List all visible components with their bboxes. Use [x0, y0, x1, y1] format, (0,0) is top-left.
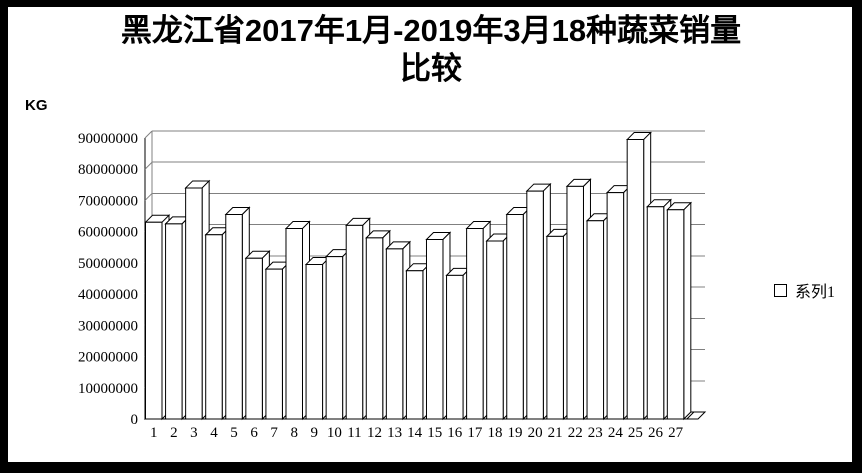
- bar-front-face: [626, 139, 645, 420]
- x-category-label: 1: [150, 425, 158, 441]
- y-tick-label: 20000000: [78, 350, 138, 366]
- y-tick-label: 90000000: [78, 131, 138, 147]
- y-tick-connector: [144, 161, 153, 170]
- x-category-label: 25: [628, 425, 643, 441]
- bar-front-face: [486, 240, 504, 420]
- bar-front-face: [185, 187, 203, 420]
- y-tick-label: 80000000: [78, 162, 138, 178]
- bar-front-face: [506, 213, 524, 420]
- x-category-label: 17: [467, 425, 483, 441]
- bar-front-face: [446, 274, 464, 420]
- x-category-label: 27: [668, 425, 684, 441]
- y-tick-connector: [144, 130, 153, 139]
- x-category-label: 15: [427, 425, 442, 441]
- x-category-label: 23: [588, 425, 603, 441]
- x-category-label: 5: [230, 425, 238, 441]
- y-tick-label: 30000000: [78, 318, 138, 334]
- y-tick-label: 50000000: [78, 256, 138, 272]
- bar-front-face: [546, 235, 564, 420]
- bar-front-face: [385, 248, 404, 420]
- x-category-label: 10: [327, 425, 342, 441]
- bar-front-face: [646, 206, 665, 420]
- x-category-label: 12: [367, 425, 382, 441]
- bar-front-face: [526, 190, 544, 420]
- x-category-label: 7: [270, 425, 278, 441]
- bar-front-face: [586, 220, 605, 420]
- y-tick-label: 10000000: [78, 381, 138, 397]
- x-category-label: 3: [190, 425, 198, 441]
- category-separator: [686, 411, 695, 420]
- x-category-label: 13: [387, 425, 402, 441]
- bar-front-face: [405, 270, 424, 420]
- x-category-label: 11: [347, 425, 361, 441]
- bar-front-face: [225, 213, 243, 420]
- x-category-label: 22: [568, 425, 583, 441]
- x-category-label: 24: [608, 425, 624, 441]
- x-category-label: 8: [290, 425, 298, 441]
- legend-series-label: 系列1: [795, 284, 836, 301]
- bar-front-face: [245, 257, 263, 420]
- x-category-label: 21: [548, 425, 563, 441]
- bar-front-face: [365, 237, 384, 420]
- x-category-label: 20: [528, 425, 543, 441]
- y-tick-label: 0: [131, 412, 139, 428]
- y-axis-unit-label: KG: [25, 97, 48, 114]
- x-category-label: 9: [311, 425, 319, 441]
- x-category-label: 18: [487, 425, 502, 441]
- x-category-label: 26: [648, 425, 664, 441]
- bar-front-face: [145, 221, 163, 420]
- bar-front-face: [425, 238, 444, 420]
- bar-front-face: [285, 228, 303, 420]
- bar-front-face: [325, 256, 344, 420]
- legend-marker-square-icon: [774, 283, 787, 297]
- y-tick-label: 40000000: [78, 287, 138, 303]
- bar-front-face: [265, 268, 283, 420]
- x-category-label: 6: [250, 425, 258, 441]
- bar-front-face: [165, 223, 183, 420]
- chart-title-line2: 比较: [400, 51, 462, 86]
- bar-side-face: [683, 201, 692, 421]
- bar-front-face: [566, 185, 584, 420]
- y-tick-connector: [144, 193, 153, 201]
- y-tick-label: 60000000: [78, 225, 138, 241]
- x-category-label: 4: [210, 425, 218, 441]
- x-category-label: 16: [447, 425, 463, 441]
- bar-front-face: [305, 263, 324, 420]
- bar-front-face: [345, 224, 364, 420]
- x-category-label: 14: [407, 425, 423, 441]
- y-tick-label: 70000000: [78, 193, 138, 209]
- bar-front-face: [606, 192, 625, 420]
- bar-front-face: [666, 209, 685, 420]
- chart-title: 黑龙江省2017年1月-2019年3月18种蔬菜销量 比较: [0, 12, 862, 88]
- bar-front-face: [466, 228, 484, 420]
- legend: 系列1: [774, 278, 835, 302]
- x-category-label: 19: [508, 425, 523, 441]
- chart-title-line1: 黑龙江省2017年1月-2019年3月18种蔬菜销量: [120, 13, 742, 48]
- x-category-label: 2: [170, 425, 178, 441]
- bar-front-face: [205, 234, 223, 420]
